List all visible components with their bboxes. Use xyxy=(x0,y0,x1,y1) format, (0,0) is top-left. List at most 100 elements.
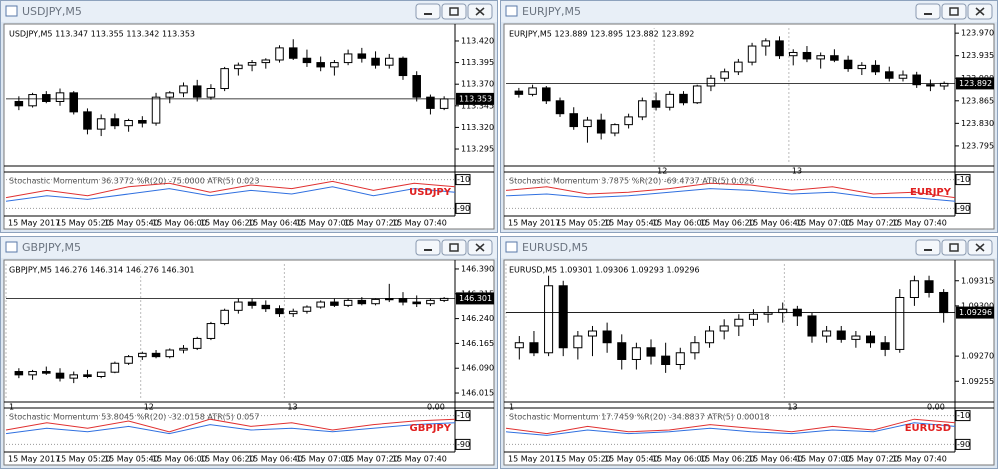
symbol-label: GBPJPY xyxy=(410,423,452,434)
window-title: GBPJPY,M5 xyxy=(22,241,81,254)
candle-body xyxy=(528,87,537,95)
candle-body xyxy=(884,71,894,79)
candle-body xyxy=(302,306,312,312)
window-icon xyxy=(5,5,18,17)
candle-body xyxy=(871,64,880,73)
time-label: 15 May 07:40 xyxy=(892,219,947,228)
candle-body xyxy=(412,75,421,98)
price-label-box xyxy=(456,92,494,105)
candle-body xyxy=(816,55,825,60)
candle-body xyxy=(830,55,839,61)
maximize-button[interactable] xyxy=(441,239,467,256)
title-bar xyxy=(501,237,997,258)
indicator-tick-box xyxy=(955,438,971,450)
indicator-text: Stochastic Momentum 53.8045 %R(20) -32.0… xyxy=(9,413,259,422)
indicator-line xyxy=(505,182,956,199)
candle-body xyxy=(719,325,729,332)
candle-body xyxy=(895,297,905,350)
title-bar xyxy=(501,1,997,22)
candle-body xyxy=(926,84,935,87)
candle-body xyxy=(587,330,598,337)
time-label: 15 May 06:40 xyxy=(248,455,303,464)
chart-area xyxy=(3,259,495,466)
candle-body xyxy=(706,77,716,87)
candle-body xyxy=(679,93,688,104)
minimize-button[interactable] xyxy=(915,3,941,20)
window-title: EURJPY,M5 xyxy=(522,5,581,18)
candle-body xyxy=(28,94,37,107)
indicator-tick-box xyxy=(455,174,471,186)
window-icon xyxy=(505,241,518,253)
indicator-line xyxy=(5,186,456,202)
candle-body xyxy=(734,61,743,73)
candle-body xyxy=(426,299,435,305)
candle-body xyxy=(514,342,524,349)
candle-body xyxy=(288,47,298,59)
candle-body xyxy=(939,291,949,314)
window-title: EURUSD,M5 xyxy=(522,241,588,254)
minimize-button[interactable] xyxy=(415,239,441,256)
indicator-line xyxy=(505,418,956,435)
time-label: 15 May 07:40 xyxy=(892,455,947,464)
time-label: 15 May 05:40 xyxy=(104,455,159,464)
day-label: 1 xyxy=(509,403,514,412)
time-label: 15 May 06:20 xyxy=(700,219,755,228)
candle-body xyxy=(110,362,120,373)
indicator-tick-label: -90 xyxy=(957,204,970,213)
candle-body xyxy=(371,298,380,305)
indicator-tick-label: -10 xyxy=(457,411,470,420)
candle-body xyxy=(302,57,312,64)
time-label: 15 May 07:00 xyxy=(796,455,851,464)
candle-body xyxy=(96,371,106,377)
button-glyph xyxy=(475,243,485,252)
candle-body xyxy=(14,371,24,376)
candle-body xyxy=(610,124,620,134)
candle-body xyxy=(261,304,271,310)
indicator-tick-box xyxy=(955,410,971,422)
minimize-button[interactable] xyxy=(915,239,941,256)
y-tick-label: 1.09300 xyxy=(961,301,994,310)
candle-body xyxy=(261,59,271,64)
candle-body xyxy=(55,92,65,102)
minimize-button[interactable] xyxy=(415,3,441,20)
chart-window: USDJPY,M5113.420113.395113.370113.345113… xyxy=(0,0,498,233)
y-tick-label: 1.09315 xyxy=(961,276,994,285)
candle-body xyxy=(661,355,671,365)
maximize-button[interactable] xyxy=(941,239,967,256)
button-glyph xyxy=(475,7,485,16)
indicator-tick-box xyxy=(455,202,471,214)
candle-body xyxy=(398,298,408,303)
y-tick-label: 113.395 xyxy=(461,58,494,67)
time-label: 15 May 07:20 xyxy=(844,219,899,228)
indicator-line xyxy=(505,188,956,202)
candle-body xyxy=(651,100,661,108)
candle-body xyxy=(234,64,243,70)
time-label: 15 May 06:40 xyxy=(748,455,803,464)
candle-body xyxy=(602,330,612,344)
time-label: 15 May 07:40 xyxy=(392,219,447,228)
header-bg xyxy=(507,265,687,275)
candle-body xyxy=(384,57,394,66)
indicator-tick-label: -90 xyxy=(457,440,470,449)
candle-body xyxy=(275,308,284,315)
maximize-button[interactable] xyxy=(941,3,967,20)
candle-body xyxy=(807,315,817,337)
time-label: 15 May 07:00 xyxy=(296,219,351,228)
window-icon xyxy=(5,241,18,253)
price-label: 123.892 xyxy=(959,79,992,88)
candle-body xyxy=(569,113,579,128)
time-label: 15 May 06:20 xyxy=(700,455,755,464)
y-tick-label: 113.295 xyxy=(461,145,494,154)
candle-body xyxy=(42,94,51,102)
candle-body xyxy=(788,51,798,57)
indicator-text: Stochastic Momentum 3.7875 %R(20) -69.47… xyxy=(509,177,754,186)
time-label: 15 May 05:20 xyxy=(56,455,111,464)
maximize-button[interactable] xyxy=(441,3,467,20)
candle-body xyxy=(412,301,421,305)
candle-body xyxy=(692,85,702,104)
y-tick-label: 113.320 xyxy=(461,123,494,132)
price-label: 1.09296 xyxy=(959,308,992,317)
time-label: 15 May 07:00 xyxy=(796,219,851,228)
candle-body xyxy=(638,100,647,118)
candle-body xyxy=(371,57,380,66)
